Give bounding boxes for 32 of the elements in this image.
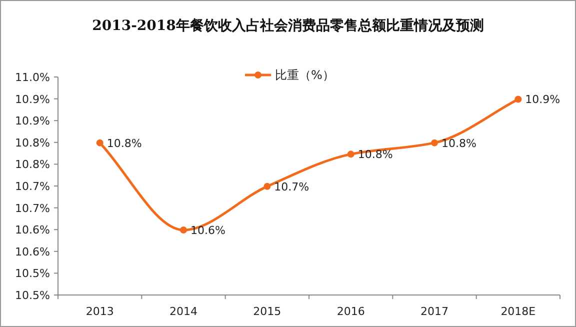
y-tick-label: 11.0% [15, 71, 50, 84]
y-tick-label: 10.7% [15, 180, 50, 193]
point [514, 96, 522, 103]
point [180, 226, 187, 234]
y-tick-label: 10.5% [15, 267, 50, 280]
legend: 比重（%） [245, 68, 334, 82]
point [431, 139, 438, 146]
x-tick-label: 2014 [170, 305, 198, 318]
y-tick-label: 10.7% [15, 202, 50, 215]
y-tick-label: 10.6% [15, 245, 50, 258]
y-tick-label: 10.8% [15, 136, 50, 150]
y-tick-label: 10.5% [15, 289, 50, 302]
data-label: 10.6% [190, 224, 226, 238]
y-tick-label: 10.9% [15, 114, 50, 128]
x-tick-label: 2018E [500, 305, 536, 318]
x-tick-label: 2016 [336, 305, 365, 318]
x-tick-label: 2013 [86, 305, 114, 318]
point [96, 139, 104, 146]
x-tick-label: 2015 [253, 305, 282, 318]
data-label: 10.8% [442, 136, 476, 150]
y-tick-label: 10.6% [15, 224, 50, 237]
y-tick-label: 10.9% [15, 92, 50, 106]
data-label: 10.9% [525, 93, 560, 106]
point [264, 182, 271, 190]
y-tick-label: 10.8% [15, 158, 50, 172]
data-label: 10.8% [106, 136, 142, 150]
chart-title: 2013-2018年餐饮收入占社会消费品零售总额比重情况及预测 [92, 17, 484, 34]
data-label: 10.7% [274, 180, 310, 194]
legend-label: 比重（%） [275, 68, 334, 82]
point [347, 150, 354, 158]
x-tick-label: 2017 [420, 305, 448, 318]
data-label: 10.8% [358, 148, 393, 162]
